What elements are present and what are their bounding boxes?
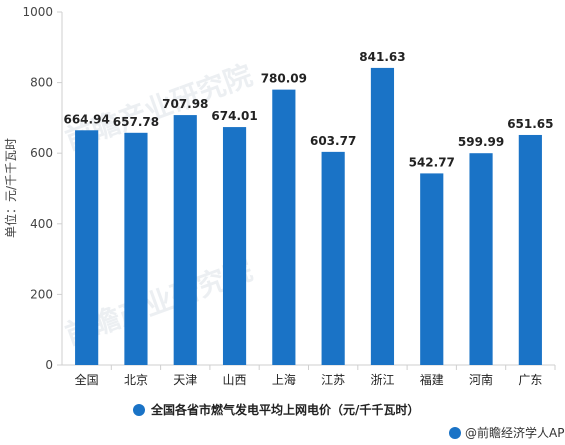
- bar: [75, 130, 99, 365]
- y-axis-ticks: 0 200 400 600 800 1000: [22, 5, 62, 372]
- value-label: 664.94: [63, 112, 109, 126]
- value-label: 674.01: [211, 109, 257, 123]
- bars: [75, 67, 542, 366]
- legend: 全国各省市燃气发电平均上网电价（元/千千瓦时）: [133, 402, 419, 417]
- value-label: 841.63: [359, 50, 405, 64]
- category-label: 北京: [124, 373, 148, 387]
- value-label: 542.77: [409, 155, 455, 169]
- bar: [518, 134, 542, 365]
- y-axis-label: 单位：元/千千瓦时: [3, 138, 18, 238]
- y-tick-label: 800: [30, 76, 53, 90]
- bar: [321, 151, 345, 365]
- category-label: 山西: [223, 373, 247, 387]
- source-logo-icon: [449, 427, 461, 439]
- value-label: 657.78: [113, 115, 159, 129]
- source-credit: @前瞻经济学人APP: [449, 425, 565, 440]
- y-tick-label: 200: [30, 287, 53, 301]
- value-label: 780.09: [261, 72, 307, 86]
- category-label: 河南: [469, 372, 493, 387]
- bar: [469, 153, 493, 365]
- category-label: 江苏: [321, 373, 345, 387]
- y-tick-label: 600: [30, 146, 53, 160]
- category-label: 天津: [173, 373, 197, 387]
- category-label: 广东: [518, 373, 542, 387]
- bar: [420, 173, 444, 365]
- y-tick-label: 0: [45, 358, 53, 372]
- source-text: @前瞻经济学人APP: [465, 425, 565, 440]
- category-labels: 全国 北京 天津 山西 上海 江苏 浙江 福建 河南 广东: [75, 372, 543, 387]
- bar: [124, 132, 148, 365]
- legend-label: 全国各省市燃气发电平均上网电价（元/千千瓦时）: [150, 402, 419, 417]
- category-label: 上海: [272, 372, 296, 387]
- bar: [272, 89, 296, 365]
- y-tick-label: 1000: [22, 5, 53, 19]
- legend-marker: [133, 404, 145, 416]
- bar: [222, 127, 247, 366]
- category-label: 浙江: [370, 373, 394, 387]
- category-label: 全国: [75, 372, 99, 387]
- value-label: 707.98: [162, 97, 208, 111]
- value-label: 651.65: [507, 117, 553, 131]
- y-tick-label: 400: [30, 217, 53, 231]
- bar: [173, 115, 197, 365]
- value-label: 599.99: [458, 135, 504, 149]
- value-label: 603.77: [310, 134, 356, 148]
- bar: [370, 67, 395, 366]
- category-label: 福建: [420, 372, 444, 387]
